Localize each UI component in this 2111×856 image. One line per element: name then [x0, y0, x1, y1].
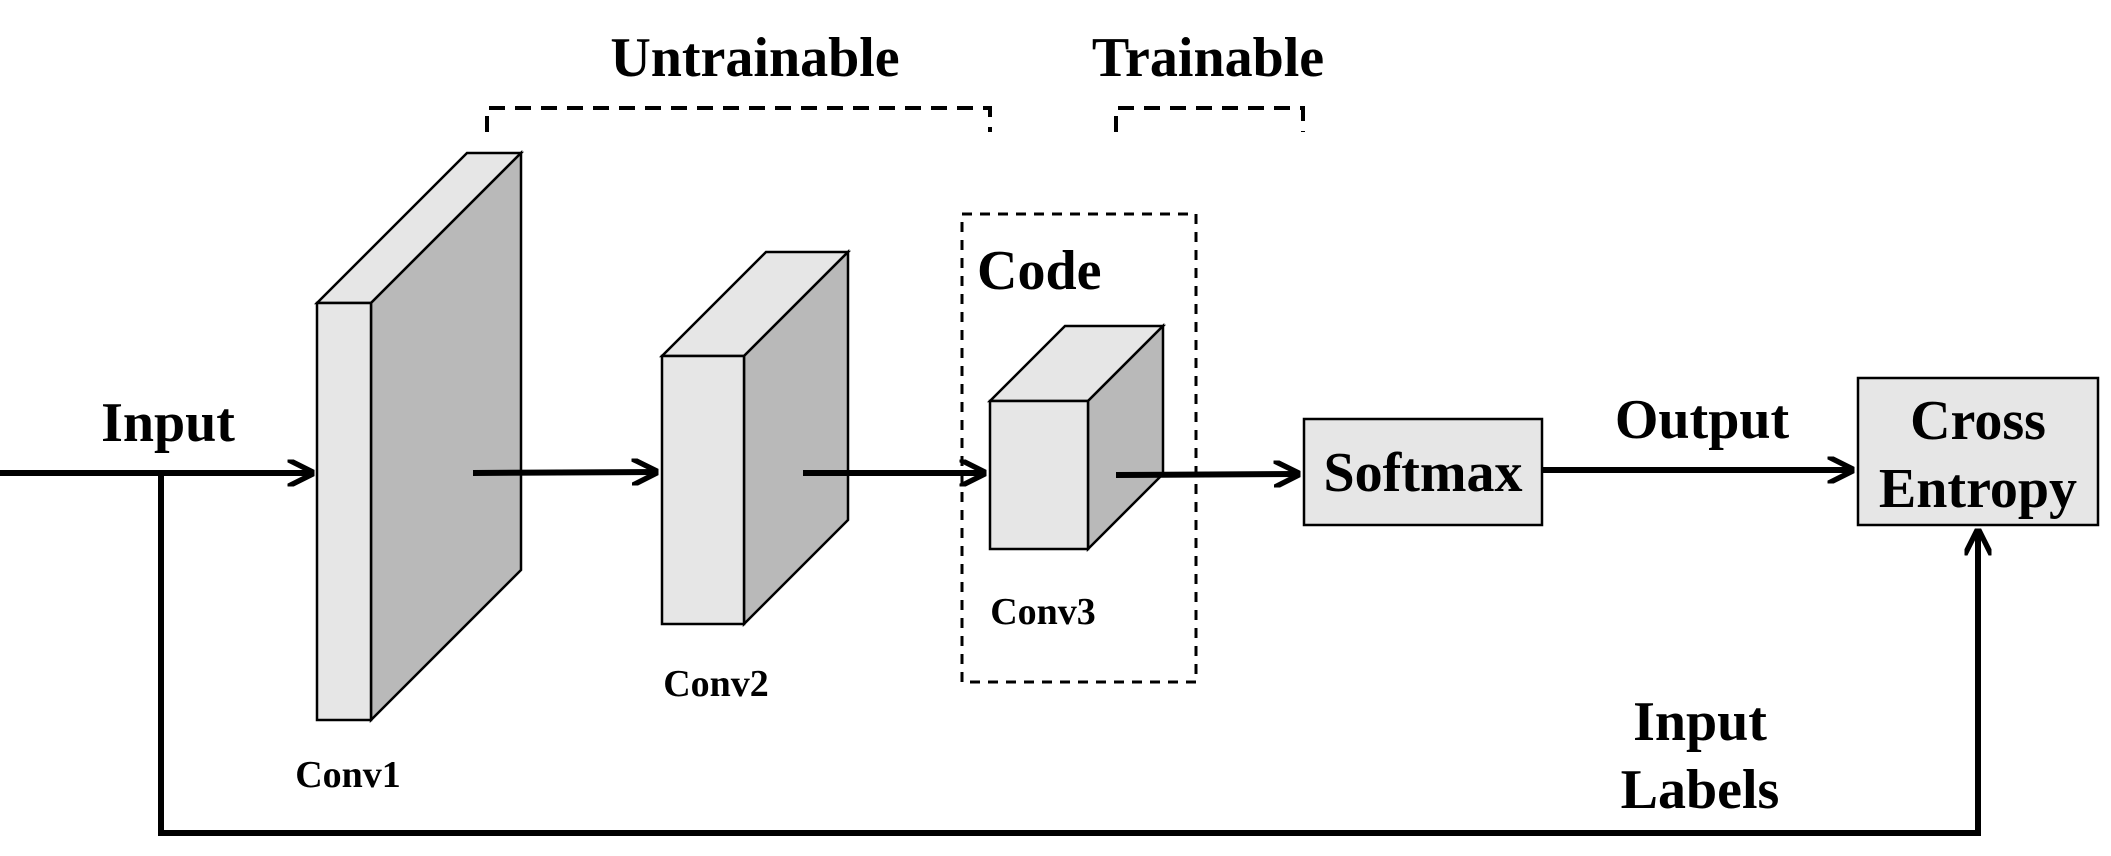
- conv1-to-conv2-arrow: [472, 472, 656, 473]
- trainable-bracket: [1114, 106, 1305, 132]
- untrainable-label: Untrainable: [610, 27, 899, 89]
- input-labels-line1: Input: [1633, 691, 1767, 753]
- input-labels-path: [158, 473, 1978, 836]
- output-label: Output: [1615, 389, 1790, 451]
- input-label: Input: [101, 392, 235, 454]
- conv3-block: [986, 322, 1167, 553]
- conv2-label: Conv2: [663, 663, 769, 705]
- input-labels-line2: Labels: [1621, 759, 1780, 821]
- conv3-to-softmax-arrow: [1115, 474, 1298, 475]
- cross-entropy-label-line1: Cross: [1910, 390, 2046, 452]
- conv1-block: [313, 149, 525, 724]
- cross-entropy-box: [1856, 376, 2100, 527]
- cross-entropy-label-line2: Entropy: [1879, 458, 2077, 520]
- conv3-label: Conv3: [990, 591, 1096, 633]
- code-label: Code: [977, 240, 1101, 302]
- code-region: [960, 212, 1198, 684]
- conv2-block: [658, 248, 852, 628]
- softmax-label: Softmax: [1323, 442, 1522, 504]
- trainable-label: Trainable: [1092, 27, 1324, 89]
- untrainable-bracket: [485, 106, 992, 132]
- conv1-label: Conv1: [295, 754, 401, 796]
